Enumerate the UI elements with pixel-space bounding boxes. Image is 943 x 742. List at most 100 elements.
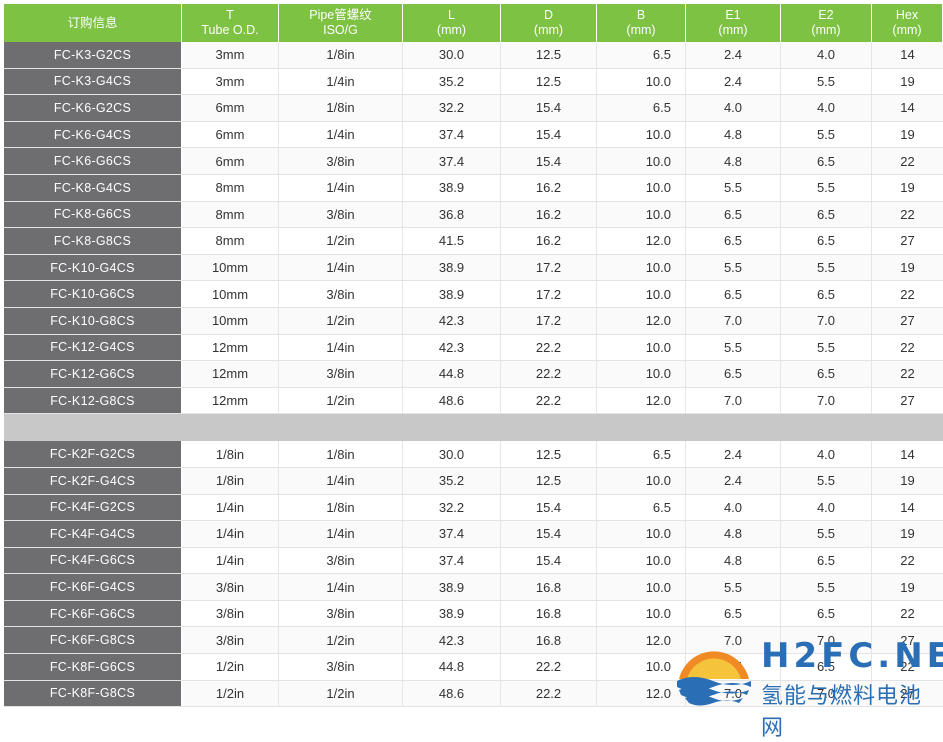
cell-l: 32.2: [403, 95, 501, 121]
header-b: B (mm): [597, 4, 686, 42]
header-l: L (mm): [403, 4, 501, 42]
cell-e2: 4.0: [781, 494, 872, 521]
cell-d: 17.2: [501, 307, 597, 334]
cell-e2: 6.5: [781, 281, 872, 307]
table-header-row: 订购信息 T Tube O.D. Pipe管螺纹 ISO/G L (mm) D (mm) B (mm…: [4, 4, 943, 42]
cell-l: 42.3: [403, 307, 501, 334]
header-tube-od-line: Tube O.D.: [201, 23, 259, 37]
cell-hex: 14: [872, 95, 943, 121]
cell-e1: 5.5: [686, 334, 781, 361]
cell-d: 15.4: [501, 521, 597, 547]
table-row: FC-K3-G4CS 3mm 1/4in 35.2 12.5 10.0 2.4 5.5 19: [4, 68, 943, 96]
cell-d: 22.2: [501, 334, 597, 361]
cell-pipe-thread: 1/8in: [279, 494, 403, 521]
cell-hex: 19: [872, 574, 943, 600]
cell-order-code: FC-K12-G8CS: [4, 387, 182, 414]
cell-e1: 7.0: [686, 627, 781, 654]
cell-b: 10.0: [597, 361, 686, 387]
cell-b: 12.0: [597, 307, 686, 334]
cell-b: 12.0: [597, 228, 686, 254]
cell-pipe-thread: 1/4in: [279, 68, 403, 95]
cell-order-code: FC-K8F-G6CS: [4, 654, 182, 680]
cell-e1: 6.5: [686, 201, 781, 228]
cell-b: 10.0: [597, 121, 686, 148]
cell-d: 16.8: [501, 574, 597, 600]
cell-pipe-thread: 1/8in: [279, 42, 403, 68]
cell-l: 48.6: [403, 680, 501, 707]
cell-d: 15.4: [501, 494, 597, 521]
cell-d: 15.4: [501, 95, 597, 121]
cell-e1: 2.4: [686, 467, 781, 494]
cell-l: 36.8: [403, 201, 501, 228]
cell-e2: 6.5: [781, 201, 872, 228]
cell-d: 12.5: [501, 68, 597, 95]
cell-e1: 6.5: [686, 600, 781, 627]
watermark: H2FC.NET 氢能与燃料电池网: [673, 630, 943, 741]
header-l-line: L: [448, 8, 455, 22]
watermark-subtitle: 氢能与燃料电池网: [761, 684, 923, 741]
cell-l: 32.2: [403, 494, 501, 521]
cell-hex: 19: [872, 521, 943, 547]
cell-e1: 4.0: [686, 494, 781, 521]
cell-hex: 22: [872, 148, 943, 174]
cell-pipe-thread: 3/8in: [279, 547, 403, 574]
cell-d: 16.8: [501, 627, 597, 654]
header-pipe-thread-line: ISO/G: [323, 23, 358, 37]
cell-order-code: FC-K2F-G4CS: [4, 467, 182, 494]
cell-b: 10.0: [597, 521, 686, 547]
cell-order-code: FC-K4F-G2CS: [4, 494, 182, 521]
cell-d: 16.8: [501, 600, 597, 627]
cell-e2: 7.0: [781, 680, 872, 707]
h2fc-logo-icon: [677, 651, 751, 706]
cell-tube-od: 12mm: [182, 361, 279, 387]
cell-d: 16.2: [501, 228, 597, 254]
cell-e1: 4.8: [686, 521, 781, 547]
cell-b: 12.0: [597, 680, 686, 707]
cell-pipe-thread: 1/2in: [279, 627, 403, 654]
cell-l: 35.2: [403, 467, 501, 494]
cell-order-code: FC-K8-G6CS: [4, 201, 182, 228]
table-row: FC-K3-G2CS 3mm 1/8in 30.0 12.5 6.5 2.4 4.0 14: [4, 42, 943, 69]
header-hex-line: Hex: [895, 8, 919, 22]
cell-tube-od: 6mm: [182, 95, 279, 121]
cell-order-code: FC-K6F-G4CS: [4, 574, 182, 600]
cell-order-code: FC-K4F-G6CS: [4, 547, 182, 574]
cell-l: 37.4: [403, 121, 501, 148]
cell-e1: 6.5: [686, 228, 781, 254]
cell-e1: 4.8: [686, 547, 781, 574]
cell-d: 12.5: [501, 441, 597, 467]
cell-pipe-thread: 1/4in: [279, 174, 403, 201]
cell-hex: 27: [872, 627, 943, 654]
cell-order-code: FC-K8-G4CS: [4, 174, 182, 201]
cell-b: 6.5: [597, 42, 686, 68]
cell-hex: 22: [872, 201, 943, 228]
table-row: FC-K6F-G4CS 3/8in 1/4in 38.9 16.8 10.0 5.5 5.5 1…: [4, 574, 943, 601]
cell-hex: 14: [872, 42, 943, 68]
cell-e2: 7.0: [781, 387, 872, 414]
cell-pipe-thread: 3/8in: [279, 654, 403, 680]
cell-pipe-thread: 1/8in: [279, 95, 403, 121]
cell-hex: 27: [872, 680, 943, 707]
cell-e2: 5.5: [781, 574, 872, 600]
cell-e2: 5.5: [781, 121, 872, 148]
header-b-line: (mm): [626, 23, 656, 37]
cell-pipe-thread: 3/8in: [279, 201, 403, 228]
cell-b: 12.0: [597, 627, 686, 654]
cell-b: 6.5: [597, 95, 686, 121]
cell-tube-od: 6mm: [182, 148, 279, 174]
cell-e2: 6.5: [781, 361, 872, 387]
cell-tube-od: 10mm: [182, 307, 279, 334]
cell-pipe-thread: 1/4in: [279, 254, 403, 281]
header-e2-line: (mm): [811, 23, 841, 37]
cell-tube-od: 12mm: [182, 387, 279, 414]
cell-pipe-thread: 3/8in: [279, 148, 403, 174]
cell-d: 16.2: [501, 174, 597, 201]
cell-l: 30.0: [403, 42, 501, 68]
cell-l: 42.3: [403, 627, 501, 654]
table-row: FC-K8-G8CS 8mm 1/2in 41.5 16.2 12.0 6.5 6.5 27: [4, 228, 943, 255]
cell-tube-od: 1/8in: [182, 441, 279, 467]
cell-hex: 27: [900, 393, 915, 409]
cell-order-code: FC-K8-G8CS: [4, 228, 182, 254]
cell-b: 10.0: [597, 174, 686, 201]
header-d-line: (mm): [533, 23, 564, 37]
